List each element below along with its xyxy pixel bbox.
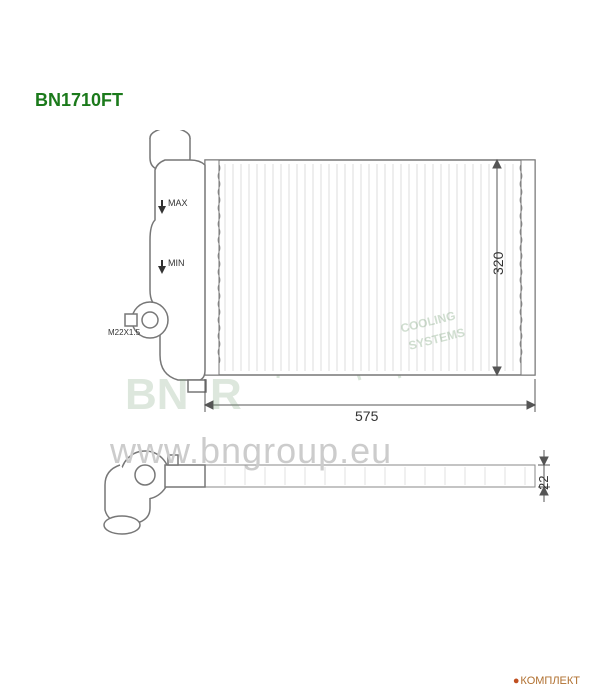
watermark-brand-left: BN xyxy=(125,370,189,420)
watermark-brand-right: R xyxy=(210,370,242,420)
diagram-canvas: BN1710FT xyxy=(0,0,600,695)
thread-label: M22X1.5 xyxy=(108,328,140,337)
part-number-label: BN1710FT xyxy=(35,90,123,111)
dim-height-value: 320 xyxy=(490,252,506,275)
watermark-url: www.bngroup.eu xyxy=(110,430,392,472)
min-label: MIN xyxy=(168,258,185,268)
footer-text: КОМПЛЕКТ xyxy=(520,675,580,687)
dim-width-value: 575 xyxy=(355,408,378,424)
footer-brand: ● КОМПЛЕКТ xyxy=(513,675,580,687)
inlet-tank xyxy=(125,130,206,392)
dim-depth-value: 22 xyxy=(536,476,551,490)
max-label: MAX xyxy=(168,198,188,208)
